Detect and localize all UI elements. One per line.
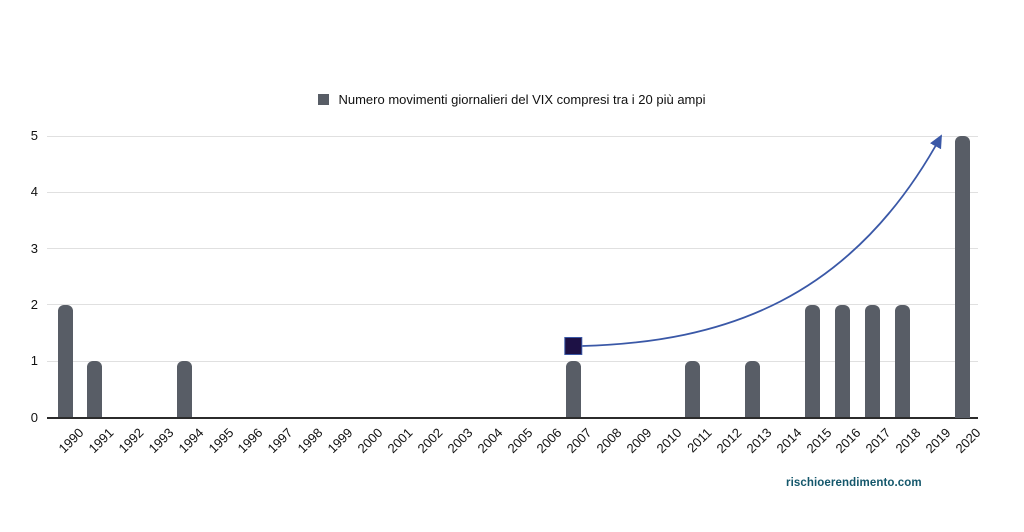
bar-1994	[177, 361, 193, 418]
x-axis-label-2011: 2011	[684, 425, 715, 456]
x-axis-label-1990: 1990	[55, 425, 87, 457]
x-axis-label-2002: 2002	[414, 425, 446, 457]
gridline-y-2	[47, 304, 978, 306]
watermark: rischioerendimento.com	[786, 477, 922, 489]
bar-1990	[57, 304, 73, 418]
exponential-arrow-curve	[582, 134, 942, 347]
x-axis-label-2012: 2012	[713, 425, 745, 457]
x-axis-label-2001: 2001	[384, 425, 416, 457]
x-axis-label-2006: 2006	[533, 425, 566, 457]
x-axis-label-2003: 2003	[444, 425, 476, 457]
y-axis-label-4: 4	[30, 184, 38, 200]
y-axis-label-1: 1	[30, 353, 38, 369]
y-axis-label-5: 5	[30, 128, 38, 143]
gridline-y-3	[47, 248, 978, 250]
legend-label: Numero movimenti giornalieri del VIX com…	[338, 92, 706, 107]
x-axis-label-2004: 2004	[474, 425, 506, 457]
gridline-y-4	[47, 191, 978, 193]
x-axis-label-2019: 2019	[922, 425, 954, 457]
bar-2018	[894, 304, 910, 418]
x-axis-label-1999: 1999	[324, 425, 356, 457]
bar-2007	[565, 361, 581, 418]
x-axis-label-2005: 2005	[504, 425, 536, 457]
x-axis-label-1994: 1994	[175, 425, 207, 457]
bar-2011	[685, 361, 701, 418]
y-axis-label-0: 0	[30, 409, 38, 425]
x-axis-label-2013: 2013	[743, 425, 775, 457]
legend-marker-icon	[318, 94, 330, 105]
bar-2017	[864, 304, 880, 418]
bar-2020	[954, 136, 970, 418]
gridline-y-1	[47, 360, 978, 362]
x-axis-label-2017: 2017	[862, 425, 894, 457]
x-axis-label-1991: 1991	[85, 425, 117, 457]
x-axis-label-1998: 1998	[294, 425, 326, 457]
curve-start-square-marker	[564, 336, 583, 355]
x-axis-label-2015: 2015	[803, 425, 835, 457]
x-axis-label-2009: 2009	[623, 425, 655, 457]
x-axis-label-2016: 2016	[832, 425, 865, 457]
x-axis-line	[47, 416, 978, 419]
x-axis-label-2008: 2008	[593, 425, 625, 457]
x-axis-label-2020: 2020	[952, 425, 984, 457]
x-axis-label-1993: 1993	[145, 425, 177, 457]
bar-2016	[834, 304, 850, 418]
legend: Numero movimenti giornalieri del VIX com…	[0, 92, 1024, 107]
bar-2015	[805, 304, 820, 418]
x-axis-label-2014: 2014	[773, 425, 805, 457]
gridline-y-5	[47, 135, 978, 137]
x-axis-label-1992: 1992	[115, 425, 147, 457]
bar-2013	[745, 361, 761, 418]
bar-1991	[87, 361, 103, 418]
x-axis-label-2000: 2000	[354, 425, 386, 457]
x-axis-label-2018: 2018	[892, 425, 924, 457]
x-axis-label-1996: 1996	[234, 425, 267, 457]
x-axis-label-1997: 1997	[264, 425, 296, 457]
y-axis-label-3: 3	[30, 240, 38, 256]
y-axis-label-2: 2	[30, 296, 38, 312]
x-axis-label-2007: 2007	[563, 425, 595, 457]
x-axis-label-2010: 2010	[653, 425, 685, 457]
x-axis-label-1995: 1995	[205, 425, 237, 457]
